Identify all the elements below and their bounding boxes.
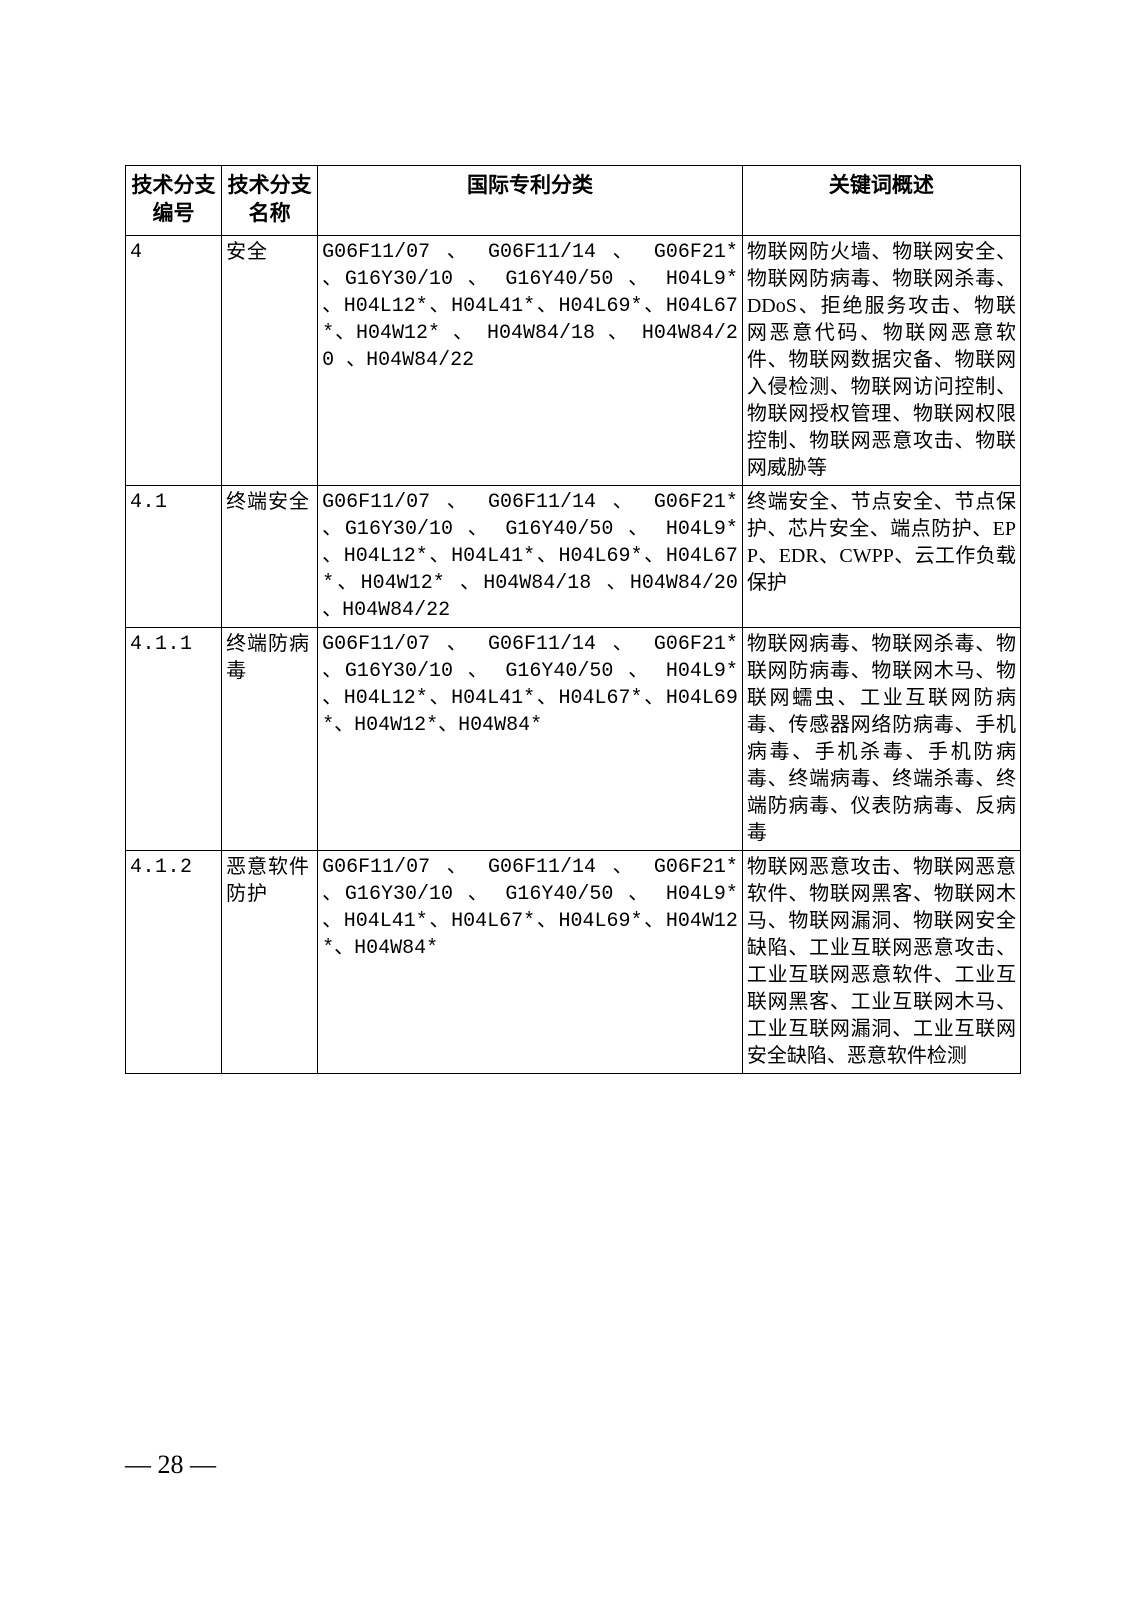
cell-code: 4.1.2 [126,850,222,1073]
header-keywords: 关键词概述 [742,166,1020,236]
cell-ipc: G06F11/07 、 G06F11/14 、 G06F21* 、G16Y30/… [318,485,743,627]
cell-ipc: G06F11/07 、 G06F11/14 、 G06F21* 、G16Y30/… [318,235,743,485]
table-row: 4.1.1 终端防病毒 G06F11/07 、 G06F11/14 、 G06F… [126,627,1021,850]
cell-name: 恶意软件防护 [222,850,318,1073]
cell-keywords: 物联网防火墙、物联网安全、物联网防病毒、物联网杀毒、DDoS、拒绝服务攻击、物联… [742,235,1020,485]
page-content: 技术分支编号 技术分支名称 国际专利分类 关键词概述 4 安全 G06F11/0… [0,0,1131,1074]
cell-ipc: G06F11/07 、 G06F11/14 、 G06F21* 、G16Y30/… [318,850,743,1073]
cell-name: 终端安全 [222,485,318,627]
header-code: 技术分支编号 [126,166,222,236]
cell-code: 4.1 [126,485,222,627]
table-body: 4 安全 G06F11/07 、 G06F11/14 、 G06F21* 、G1… [126,235,1021,1073]
cell-keywords: 物联网病毒、物联网杀毒、物联网防病毒、物联网木马、物联网蠕虫、工业互联网防病毒、… [742,627,1020,850]
header-name: 技术分支名称 [222,166,318,236]
table-row: 4 安全 G06F11/07 、 G06F11/14 、 G06F21* 、G1… [126,235,1021,485]
table-row: 4.1 终端安全 G06F11/07 、 G06F11/14 、 G06F21*… [126,485,1021,627]
page-number: — 28 — [125,1450,216,1480]
cell-keywords: 物联网恶意攻击、物联网恶意软件、物联网黑客、物联网木马、物联网漏洞、物联网安全缺… [742,850,1020,1073]
table-row: 4.1.2 恶意软件防护 G06F11/07 、 G06F11/14 、 G06… [126,850,1021,1073]
cell-code: 4 [126,235,222,485]
cell-ipc: G06F11/07 、 G06F11/14 、 G06F21* 、G16Y30/… [318,627,743,850]
cell-code: 4.1.1 [126,627,222,850]
header-ipc: 国际专利分类 [318,166,743,236]
classification-table: 技术分支编号 技术分支名称 国际专利分类 关键词概述 4 安全 G06F11/0… [125,165,1021,1074]
cell-name: 终端防病毒 [222,627,318,850]
cell-keywords: 终端安全、节点安全、节点保护、芯片安全、端点防护、EPP、EDR、CWPP、云工… [742,485,1020,627]
table-header-row: 技术分支编号 技术分支名称 国际专利分类 关键词概述 [126,166,1021,236]
cell-name: 安全 [222,235,318,485]
